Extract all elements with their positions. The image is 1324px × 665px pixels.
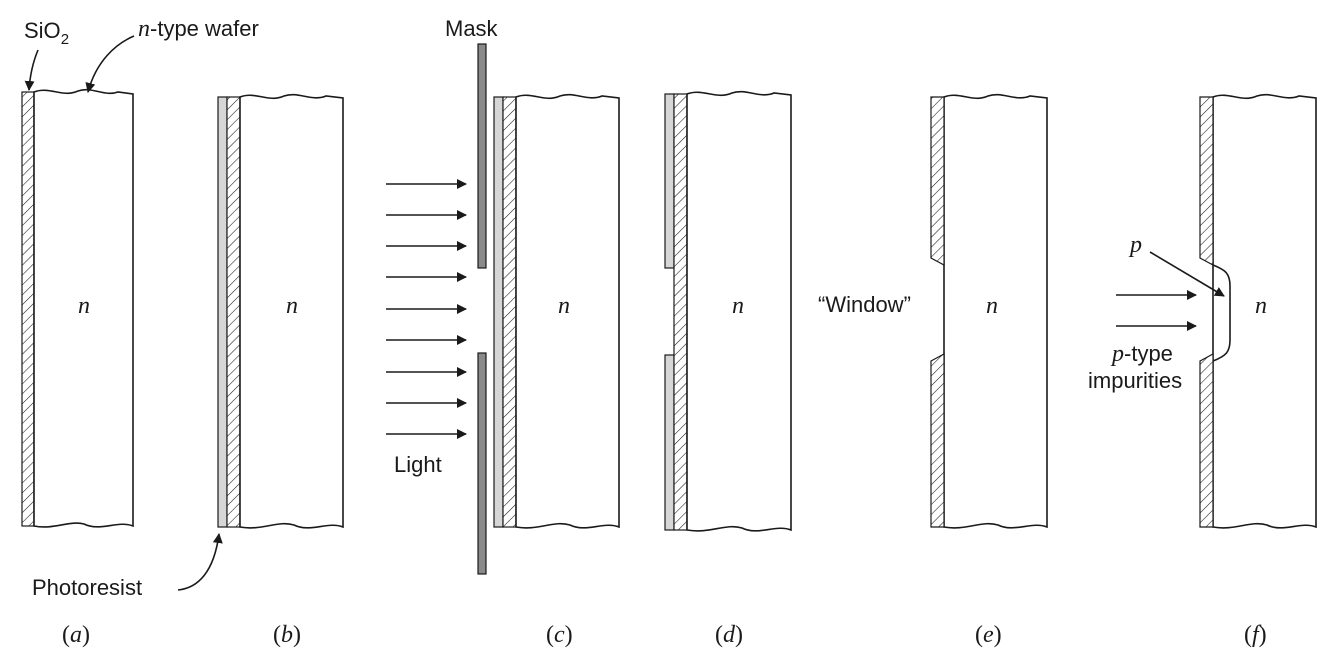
n-region-label: n (558, 293, 570, 319)
panel-label: (e) (975, 622, 1002, 648)
n-type-wafer (239, 93, 344, 529)
mask-label: Mask (445, 16, 499, 41)
n-region-label: n (1255, 293, 1267, 319)
panel-label: (f) (1244, 622, 1267, 648)
sio2-lower (930, 352, 945, 528)
mask-lower (477, 352, 487, 575)
sio2-layer (21, 91, 35, 527)
panel-a: n (a) (21, 88, 134, 648)
photoresist-upper (664, 93, 675, 269)
n-region-label: n (732, 293, 744, 319)
panel-label: (a) (62, 622, 90, 648)
n-region-label: n (986, 293, 998, 319)
photoresist-pointer-arrow (177, 533, 223, 591)
sio2-layer (673, 93, 688, 531)
p-pointer-arrow (1149, 251, 1225, 297)
mask-upper (477, 43, 487, 269)
n-type-wafer-label: n-type wafer (138, 16, 259, 42)
n-type-wafer (1212, 93, 1317, 529)
sio2-layer (226, 96, 241, 528)
panel-label: (c) (546, 622, 573, 648)
panel-c: Mask n Light (c) (386, 16, 620, 648)
n-type-wafer (515, 93, 620, 529)
light-label: Light (394, 452, 442, 477)
photoresist-lower (664, 354, 675, 531)
sio2-pointer-arrow (24, 49, 39, 91)
n-region-label: n (78, 293, 90, 319)
window-label: “Window” (818, 292, 911, 317)
panel-b: n (b) (217, 93, 344, 648)
impurities-label: impurities (1088, 368, 1182, 393)
panel-label: (b) (273, 622, 301, 648)
sio2-upper (930, 96, 945, 267)
sio2-upper (1199, 96, 1214, 267)
n-type-wafer (33, 88, 134, 528)
panel-label: (d) (715, 622, 743, 648)
p-type-label: p-type (1110, 341, 1173, 367)
panel-e: “Window” n (e) (818, 93, 1048, 648)
p-region-label: p (1128, 232, 1142, 258)
n-type-wafer (943, 93, 1048, 529)
n-type-wafer (686, 90, 792, 532)
photoresist-layer (217, 96, 228, 528)
photoresist-layer (493, 96, 504, 528)
panel-f: n p p-type impurities (f) (1088, 93, 1317, 648)
n-region-label: n (286, 293, 298, 319)
panel-d: n (d) (664, 90, 792, 648)
light-arrows (386, 179, 467, 439)
sio2-label: SiO2 (24, 18, 69, 48)
p-region-boundary (1212, 264, 1231, 362)
wafer-pointer-arrow (85, 35, 135, 93)
sio2-layer (502, 96, 517, 528)
photoresist-label: Photoresist (32, 575, 142, 600)
sio2-lower (1199, 352, 1214, 528)
